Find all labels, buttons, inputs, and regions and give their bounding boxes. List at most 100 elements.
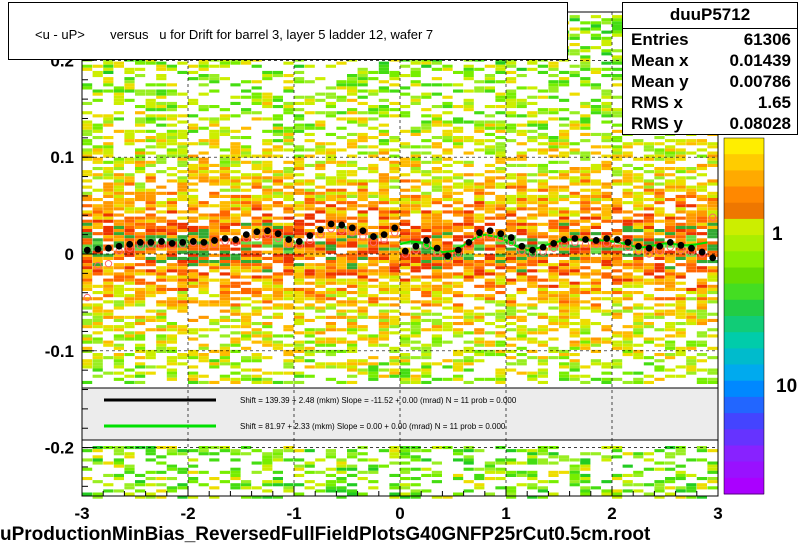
heatmap-cell — [622, 294, 633, 298]
heatmap-cell — [421, 256, 432, 260]
heatmap-cell — [145, 219, 156, 223]
heatmap-cell — [113, 95, 124, 99]
heatmap-cell — [442, 225, 453, 229]
heatmap-cell — [516, 359, 527, 363]
heatmap-cell — [357, 151, 368, 155]
heatmap-cell — [389, 241, 400, 245]
heatmap-cell — [92, 129, 103, 133]
heatmap-cell — [304, 207, 315, 211]
heatmap-cell — [442, 185, 453, 189]
heatmap-cell — [580, 477, 591, 481]
heatmap-cell — [580, 464, 591, 468]
heatmap-cell — [251, 86, 262, 90]
heatmap-cell — [431, 210, 442, 214]
heatmap-cell — [463, 98, 474, 102]
heatmap-cell — [696, 222, 707, 226]
heatmap-cell — [580, 272, 591, 276]
heatmap-cell — [113, 117, 124, 121]
heatmap-cell — [347, 303, 358, 307]
heatmap-cell — [272, 204, 283, 208]
heatmap-cell — [612, 275, 623, 279]
heatmap-cell — [230, 291, 241, 295]
heatmap-cell — [241, 287, 252, 291]
heatmap-cell — [357, 120, 368, 124]
heatmap-cell — [113, 306, 124, 310]
heatmap-cell — [145, 477, 156, 481]
heatmap-cell — [368, 108, 379, 112]
heatmap-cell — [251, 111, 262, 115]
heatmap-cell — [527, 374, 538, 378]
heatmap-cell — [166, 67, 177, 71]
heatmap-cell — [219, 353, 230, 357]
heatmap-cell — [262, 287, 273, 291]
heatmap-cell — [686, 489, 697, 493]
heatmap-cell — [707, 229, 718, 233]
heatmap-cell — [453, 275, 464, 279]
heatmap-cell — [188, 374, 199, 378]
heatmap-cell — [103, 191, 114, 195]
heatmap-cell — [559, 309, 570, 313]
heatmap-cell — [368, 167, 379, 171]
heatmap-cell — [92, 284, 103, 288]
heatmap-cell — [622, 260, 633, 264]
heatmap-cell — [357, 244, 368, 248]
heatmap-cell — [241, 145, 252, 149]
heatmap-cell — [357, 123, 368, 127]
heatmap-cell — [431, 495, 442, 499]
heatmap-cell — [696, 359, 707, 363]
heatmap-cell — [410, 253, 421, 257]
heatmap-cell — [262, 343, 273, 347]
heatmap-cell — [145, 349, 156, 353]
heatmap-cell — [156, 219, 167, 223]
heatmap-cell — [654, 229, 665, 233]
heatmap-cell — [612, 229, 623, 233]
heatmap-cell — [569, 480, 580, 484]
heatmap-cell — [82, 260, 93, 264]
heatmap-cell — [103, 473, 114, 477]
heatmap-cell — [463, 136, 474, 140]
heatmap-cell — [177, 495, 188, 499]
heatmap-cell — [495, 182, 506, 186]
heatmap-cell — [177, 275, 188, 279]
heatmap-cell — [516, 461, 527, 465]
heatmap-cell — [135, 371, 146, 375]
heatmap-cell — [622, 371, 633, 375]
heatmap-cell — [675, 300, 686, 304]
heatmap-cell — [453, 185, 464, 189]
heatmap-cell — [103, 176, 114, 180]
heatmap-cell — [241, 244, 252, 248]
heatmap-cell — [654, 167, 665, 171]
heatmap-cell — [230, 142, 241, 146]
heatmap-cell — [135, 365, 146, 369]
heatmap-cell — [336, 176, 347, 180]
heatmap-cell — [569, 201, 580, 205]
heatmap-cell — [474, 486, 485, 490]
heatmap-cell — [262, 322, 273, 326]
heatmap-cell — [696, 188, 707, 192]
heatmap-cell — [219, 207, 230, 211]
heatmap-cell — [484, 120, 495, 124]
heatmap-cell — [336, 201, 347, 205]
heatmap-cell — [548, 198, 559, 202]
heatmap-cell — [601, 185, 612, 189]
heatmap-cell — [527, 461, 538, 465]
heatmap-cell — [188, 256, 199, 260]
heatmap-cell — [241, 250, 252, 254]
heatmap-cell — [177, 278, 188, 282]
heatmap-cell — [622, 188, 633, 192]
heatmap-cell — [198, 260, 209, 264]
heatmap-cell — [113, 235, 124, 239]
heatmap-cell — [198, 225, 209, 229]
heatmap-cell — [389, 198, 400, 202]
heatmap-cell — [474, 297, 485, 301]
heatmap-cell — [103, 148, 114, 152]
heatmap-cell — [135, 154, 146, 158]
heatmap-cell — [156, 225, 167, 229]
heatmap-cell — [336, 216, 347, 220]
heatmap-cell — [612, 331, 623, 335]
heatmap-cell — [633, 222, 644, 226]
heatmap-cell — [315, 244, 326, 248]
heatmap-cell — [569, 18, 580, 22]
heatmap-cell — [686, 176, 697, 180]
heatmap-cell — [537, 495, 548, 499]
